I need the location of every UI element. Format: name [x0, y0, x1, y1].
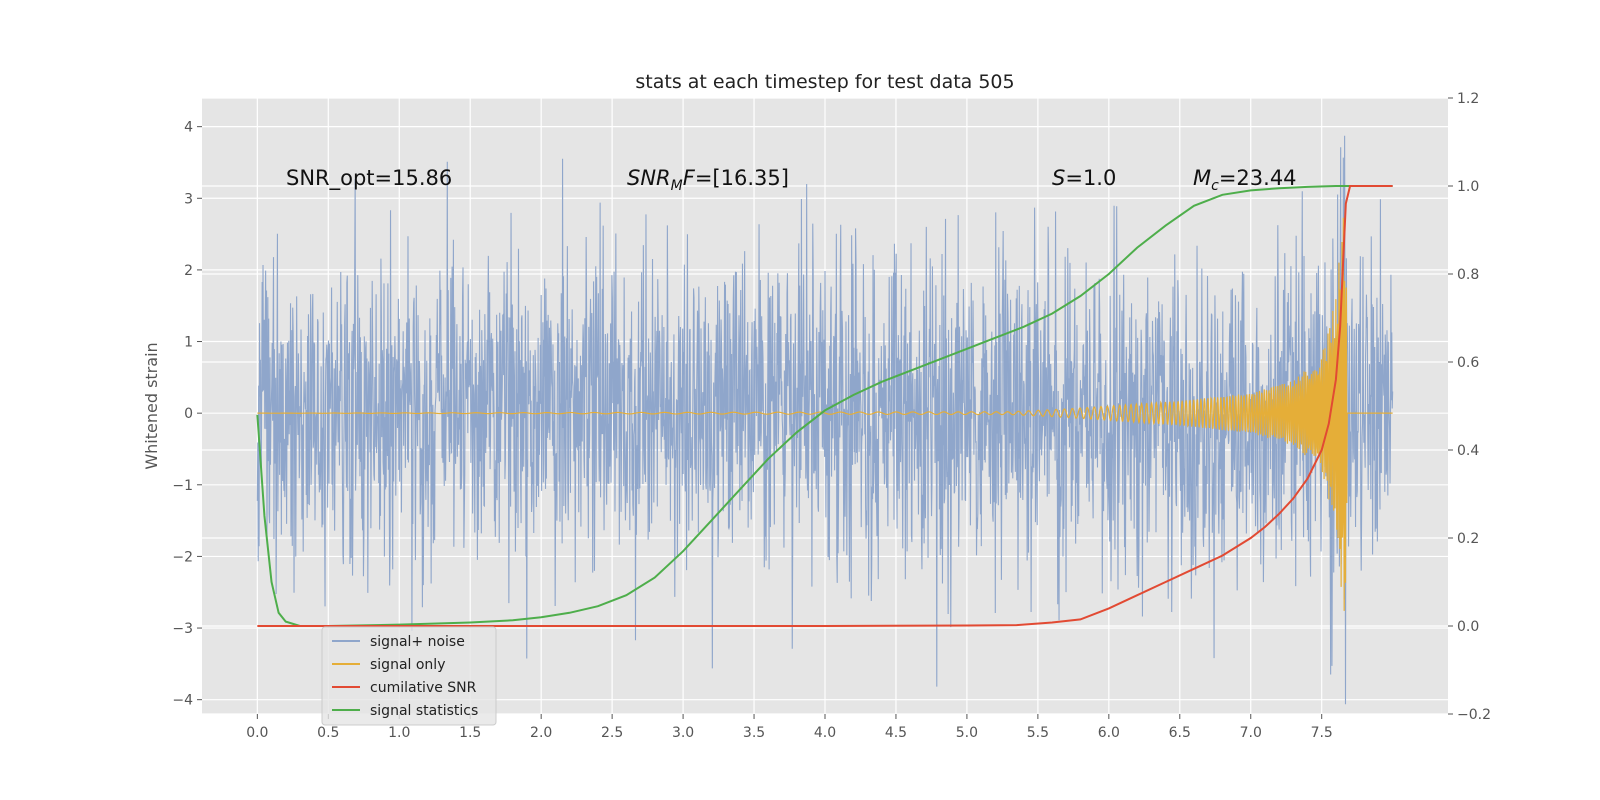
x-tick-label: 6.0	[1098, 725, 1120, 741]
legend-label-cumulative-snr: cumilative SNR	[370, 680, 477, 696]
y-right-tick-label: 0.6	[1457, 355, 1479, 371]
line-signal-plus-noise	[256, 135, 1394, 705]
series-signal-plus-noise	[256, 135, 1394, 705]
x-tick-label: 3.5	[743, 725, 765, 741]
y-tick-label: 1	[184, 335, 193, 351]
annotation-s: S=1.0	[1052, 166, 1116, 190]
y-right-tick-label: 0.8	[1457, 267, 1479, 283]
legend-label-signal-statistics: signal statistics	[370, 703, 478, 719]
y-right-tick-label: 1.2	[1457, 91, 1479, 107]
x-tick-label: 7.0	[1240, 725, 1262, 741]
annotation-snr-mf: SNRMF=[16.35]	[627, 166, 789, 194]
y-axis-right-ticks: −0.2 0.0 0.2 0.4 0.6 0.8 1.0 1.2	[1448, 91, 1491, 723]
legend-label-signal-plus-noise: signal+ noise	[370, 634, 465, 650]
x-tick-label: 2.0	[530, 725, 552, 741]
y-right-tick-label: 0.4	[1457, 443, 1479, 459]
y-tick-label: 4	[184, 120, 193, 136]
y-tick-label: −1	[172, 478, 193, 494]
series-signal-only	[257, 217, 1393, 611]
line-signal-only	[257, 217, 1393, 611]
x-tick-label: 6.5	[1169, 725, 1191, 741]
x-tick-label: 5.5	[1027, 725, 1049, 741]
y-tick-label: 2	[184, 263, 193, 279]
y-right-tick-label: 0.0	[1457, 619, 1479, 635]
y-axis-label: Whitened strain	[142, 342, 161, 469]
y-tick-label: −3	[172, 621, 193, 637]
x-tick-label: 3.0	[672, 725, 694, 741]
x-tick-label: 1.5	[459, 725, 481, 741]
x-tick-label: 1.0	[388, 725, 410, 741]
y-right-tick-label: −0.2	[1457, 707, 1491, 723]
line-cumulative-snr	[257, 185, 1393, 627]
y-tick-label: 0	[184, 406, 193, 422]
x-tick-label: 4.5	[885, 725, 907, 741]
legend-box	[321, 626, 497, 726]
annotation-mc: Mc=23.44	[1193, 166, 1297, 194]
series-cumulative-snr	[257, 185, 1393, 627]
x-tick-label: 7.5	[1311, 725, 1333, 741]
y-right-tick-label: 1.0	[1457, 179, 1479, 195]
chart-title: stats at each timestep for test data 505	[635, 71, 1014, 93]
x-tick-label: 0.0	[246, 725, 268, 741]
x-tick-label: 0.5	[317, 725, 339, 741]
annotation-snr-opt: SNR_opt=15.86	[286, 166, 452, 191]
x-tick-label: 5.0	[956, 725, 978, 741]
y-axis-ticks: −4 −3 −2 −1 0 1 2 3 4	[172, 120, 202, 709]
x-axis-ticks: 0.0 0.5 1.0 1.5 2.0 2.5 3.0 3.5 4.0 4.5 5.0 5.5 6.0 6…	[246, 714, 1333, 741]
y-tick-label: −2	[172, 549, 193, 565]
legend: signal+ noise signal only cumilative SNR…	[321, 626, 497, 726]
x-tick-label: 2.5	[601, 725, 623, 741]
legend-label-signal-only: signal only	[370, 657, 445, 673]
y-tick-label: −4	[172, 693, 193, 709]
y-tick-label: 3	[184, 191, 193, 207]
y-right-tick-label: 0.2	[1457, 531, 1479, 547]
x-tick-label: 4.0	[814, 725, 836, 741]
